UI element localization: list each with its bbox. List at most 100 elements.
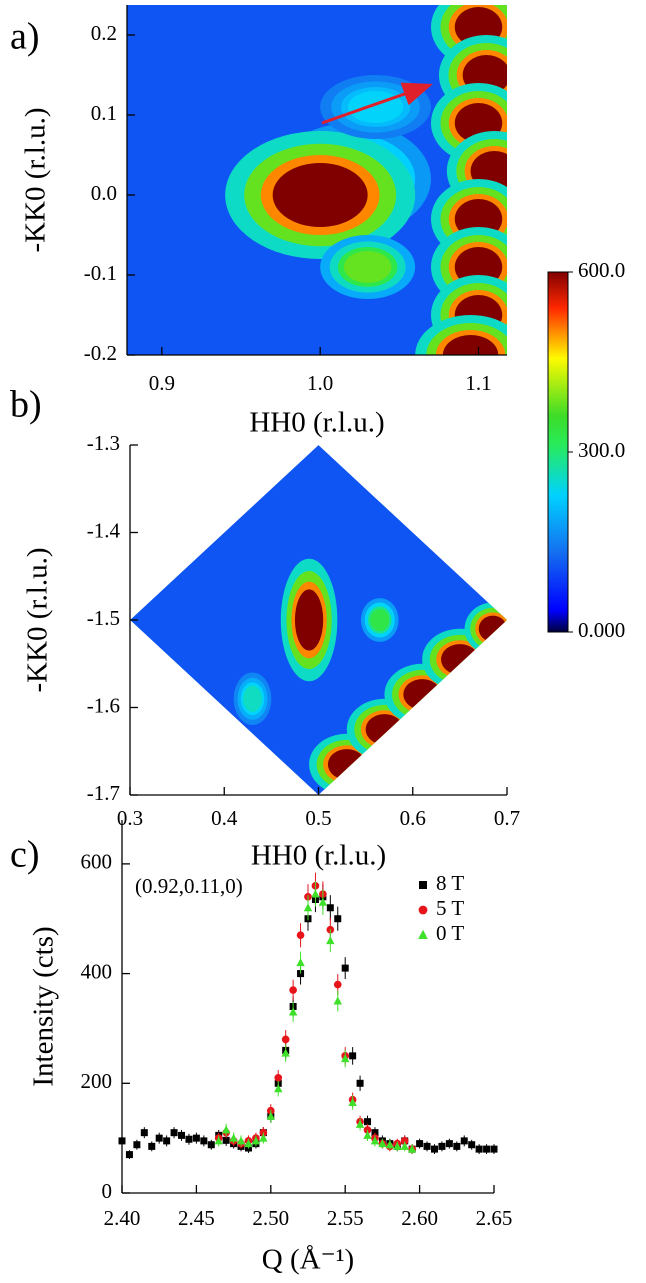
marker <box>453 1142 461 1150</box>
panel-label: a) <box>10 16 40 58</box>
marker <box>370 1136 380 1145</box>
legend-label: 5 T <box>436 896 464 920</box>
marker <box>296 958 305 967</box>
annotation: (0.92,0.11,0) <box>135 874 243 898</box>
colorbar-label: 600.0 <box>578 258 625 282</box>
x-tick-label: 2.40 <box>104 1206 141 1230</box>
marker <box>341 964 349 972</box>
x-tick-label: 0.3 <box>117 806 143 830</box>
marker <box>259 1133 268 1142</box>
x-tick-label: 2.45 <box>178 1206 215 1230</box>
y-tick-label: 200 <box>81 1069 113 1093</box>
y-tick-label: -1.6 <box>87 693 120 717</box>
heatmap-spot <box>233 672 272 725</box>
spot-layer <box>441 644 479 675</box>
marker <box>192 1134 200 1142</box>
marker <box>118 1137 126 1145</box>
x-tick-label: 0.5 <box>305 806 331 830</box>
marker <box>200 1137 208 1145</box>
marker <box>407 1144 417 1153</box>
panel-label: b) <box>10 384 42 426</box>
heatmap-spot <box>225 131 416 259</box>
x-tick-label: 2.60 <box>401 1206 438 1230</box>
heatmap <box>127 5 507 355</box>
heatmap-spot <box>320 75 432 139</box>
marker <box>125 1151 133 1159</box>
y-tick-label: -0.2 <box>84 341 117 365</box>
marker <box>348 1097 357 1106</box>
marker <box>140 1129 148 1137</box>
y-tick-label: -1.4 <box>87 518 121 542</box>
x-tick-label: 0.4 <box>211 806 238 830</box>
y-tick-label: -1.7 <box>87 781 120 805</box>
spot-layer <box>272 163 368 227</box>
heatmap-spot <box>464 602 507 655</box>
y-axis-title: Intensity (cts) <box>28 926 60 1086</box>
marker <box>385 1140 395 1149</box>
marker <box>221 1125 231 1134</box>
heatmap-spot <box>320 235 416 299</box>
marker <box>333 996 342 1005</box>
marker <box>364 1118 372 1126</box>
marker <box>207 1141 215 1149</box>
colorbar-label: 300.0 <box>578 438 625 462</box>
x-axis-title: Q (Å⁻¹) <box>262 1244 354 1276</box>
marker <box>333 980 342 989</box>
marker <box>289 986 297 994</box>
y-tick-label: 0.2 <box>91 21 117 45</box>
y-tick-label: 400 <box>81 959 113 983</box>
spot-layer <box>327 749 366 780</box>
marker <box>468 1141 476 1149</box>
marker <box>475 1145 483 1153</box>
marker <box>326 936 335 945</box>
marker <box>423 1142 431 1150</box>
heatmap-spot <box>360 598 399 642</box>
marker <box>288 1007 298 1016</box>
marker <box>355 1119 365 1128</box>
y-axis-title: -KK0 (r.l.u.) <box>22 548 54 693</box>
y-tick-label: 0 <box>102 1179 113 1203</box>
marker <box>318 897 328 906</box>
x-tick-label: 1.1 <box>465 371 491 395</box>
x-tick-label: 2.50 <box>252 1206 289 1230</box>
marker <box>341 1054 350 1063</box>
marker <box>274 1073 283 1082</box>
colorbar <box>547 271 569 633</box>
marker <box>148 1142 156 1150</box>
marker <box>214 1136 223 1145</box>
y-tick-label: -0.1 <box>84 261 117 285</box>
marker <box>460 1137 468 1145</box>
y-tick-label: -1.5 <box>87 606 120 630</box>
marker <box>133 1141 141 1149</box>
spot-layer <box>478 615 507 642</box>
marker <box>349 1052 357 1060</box>
marker <box>303 903 313 912</box>
x-tick-label: 2.65 <box>476 1206 513 1230</box>
marker <box>266 1111 275 1120</box>
marker <box>363 1130 372 1139</box>
marker <box>170 1129 178 1137</box>
marker <box>326 904 334 912</box>
x-tick-label: 0.9 <box>149 371 175 395</box>
marker <box>155 1134 163 1142</box>
marker <box>483 1145 491 1153</box>
y-tick-label: -1.3 <box>87 431 120 455</box>
marker <box>222 1136 230 1144</box>
panel-label: c) <box>10 834 40 876</box>
marker <box>296 931 305 940</box>
marker <box>490 1145 498 1153</box>
marker <box>416 1140 424 1148</box>
marker <box>185 1135 193 1143</box>
y-tick-label: 600 <box>81 850 113 874</box>
marker <box>311 889 320 898</box>
legend-label: 8 T <box>436 871 464 895</box>
marker <box>229 1133 238 1142</box>
marker <box>400 1141 409 1150</box>
x-tick-label: 1.0 <box>307 371 333 395</box>
marker <box>251 1136 261 1145</box>
heatmap-spot <box>280 558 338 682</box>
heatmap-spot <box>415 315 507 355</box>
marker <box>236 1136 246 1145</box>
